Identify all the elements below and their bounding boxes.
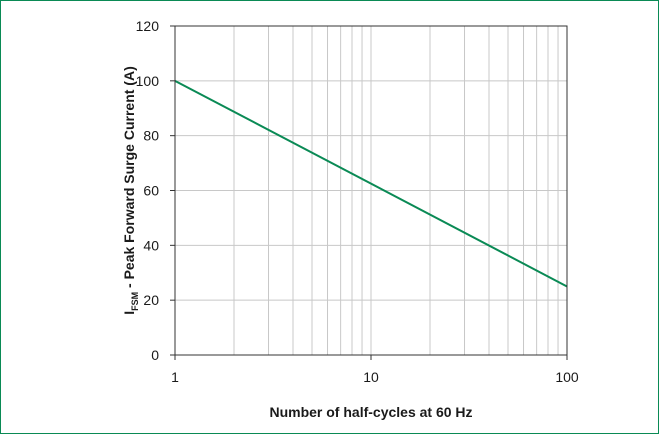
y-tick-label: 0 [151, 347, 159, 363]
series-layer [174, 79, 568, 288]
y-tick-label: 60 [143, 183, 159, 199]
y-tick-label: 80 [143, 128, 159, 144]
x-tick-label: 1 [171, 369, 179, 385]
y-axis-title-main: I [121, 311, 137, 315]
y-tick-label: 100 [136, 73, 160, 89]
x-axis-title: Number of half-cycles at 60 Hz [269, 404, 472, 420]
grid-lines [175, 26, 567, 355]
series-line-1 [174, 79, 568, 288]
y-axis-title-rest: - Peak Forward Surge Current (A) [121, 66, 137, 292]
y-tick-label: 40 [143, 237, 159, 253]
y-axis-title: IFSM - Peak Forward Surge Current (A) [121, 66, 140, 314]
y-tick-label: 20 [143, 292, 159, 308]
y-axis-title-subscript: FSM [130, 292, 140, 311]
x-tick-label: 10 [363, 369, 379, 385]
x-tick-label: 100 [555, 369, 579, 385]
y-tick-label: 120 [136, 18, 160, 34]
axes [170, 25, 568, 360]
